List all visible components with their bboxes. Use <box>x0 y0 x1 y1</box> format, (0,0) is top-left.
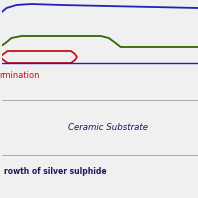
Text: rowth of silver sulphide: rowth of silver sulphide <box>4 168 106 176</box>
Text: Ceramic Substrate: Ceramic Substrate <box>68 124 148 132</box>
Text: rmination: rmination <box>0 70 40 80</box>
